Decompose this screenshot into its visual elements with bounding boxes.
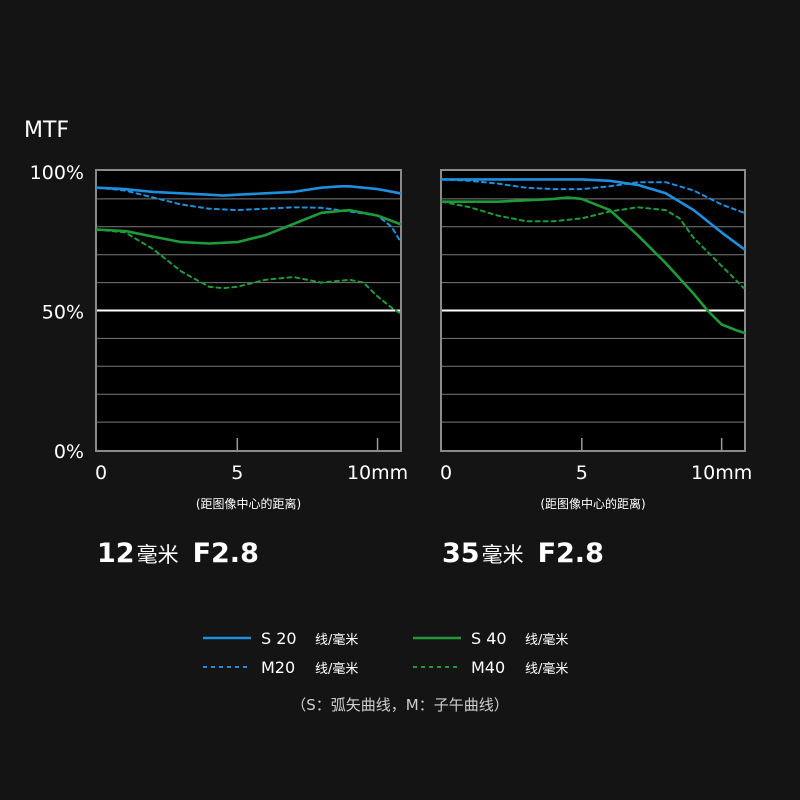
legend-unit: 线/毫米 <box>315 632 358 648</box>
chart-title-aperture: F2.8 <box>538 538 604 569</box>
legend-label: S 40 <box>471 629 507 648</box>
legend-unit: 线/毫米 <box>525 632 568 648</box>
y-tick-label: 0% <box>54 441 84 463</box>
x-tick-label: 10mm <box>347 462 408 484</box>
y-axis-title: MTF <box>24 118 69 143</box>
series-line-m40 <box>96 228 401 315</box>
legend-label: M20 <box>261 658 295 677</box>
chart-title-unit: 毫米 <box>137 543 179 567</box>
charts-group: 0%50%100%0 5 10mm(距图像中心的距离)12毫米 F2.80 5 10mm(… <box>30 162 753 569</box>
x-tick-label: 5 <box>576 462 588 484</box>
x-tick-label: 5 <box>231 462 243 484</box>
x-tick-label: 0 <box>95 462 107 484</box>
series-line-m20 <box>441 178 745 214</box>
mtf-chart-0: 0% 50% 100% 0 5 10mm (距图像中心的距离) 12毫米 F2.8 <box>30 162 408 569</box>
chart-title-focal: 12 <box>97 538 135 569</box>
y-tick-label: 100% <box>30 162 84 184</box>
x-tick-label: 10mm <box>691 462 752 484</box>
legend: S 20 线/毫米 S 40 线/毫米 M20 线/毫米 M40 线/毫米 <box>203 629 568 677</box>
mtf-chart-1: 0 5 10mm (距图像中心的距离) 35毫米 F2.8 <box>440 169 752 569</box>
series-line-s40 <box>440 196 746 335</box>
x-axis-label: (距图像中心的距离) <box>540 496 645 511</box>
x-axis-label: (距图像中心的距离) <box>196 496 301 511</box>
series-line-s40 <box>95 208 402 245</box>
chart-title-focal: 35 <box>442 538 480 569</box>
chart-title-unit: 毫米 <box>482 543 524 567</box>
x-tick-label: 0 <box>440 462 452 484</box>
legend-label: S 20 <box>261 629 297 648</box>
y-tick-label: 50% <box>42 302 84 324</box>
legend-item-m20: M20 线/毫米 <box>203 658 358 677</box>
legend-item-m40: M40 线/毫米 <box>413 658 568 677</box>
legend-note: （S：弧矢曲线，M：子午曲线） <box>291 696 508 714</box>
chart-title: 12毫米 F2.8 <box>97 538 259 569</box>
legend-unit: 线/毫米 <box>525 661 568 677</box>
chart-title: 35毫米 F2.8 <box>442 538 604 569</box>
chart-title-aperture: F2.8 <box>193 538 259 569</box>
series-line-s20 <box>95 185 402 197</box>
legend-label: M40 <box>471 658 505 677</box>
legend-unit: 线/毫米 <box>315 661 358 677</box>
series-line-m40 <box>441 200 745 290</box>
legend-item-s20: S 20 线/毫米 <box>203 629 358 648</box>
legend-item-s40: S 40 线/毫米 <box>413 629 568 648</box>
series-line-s20 <box>440 178 746 251</box>
